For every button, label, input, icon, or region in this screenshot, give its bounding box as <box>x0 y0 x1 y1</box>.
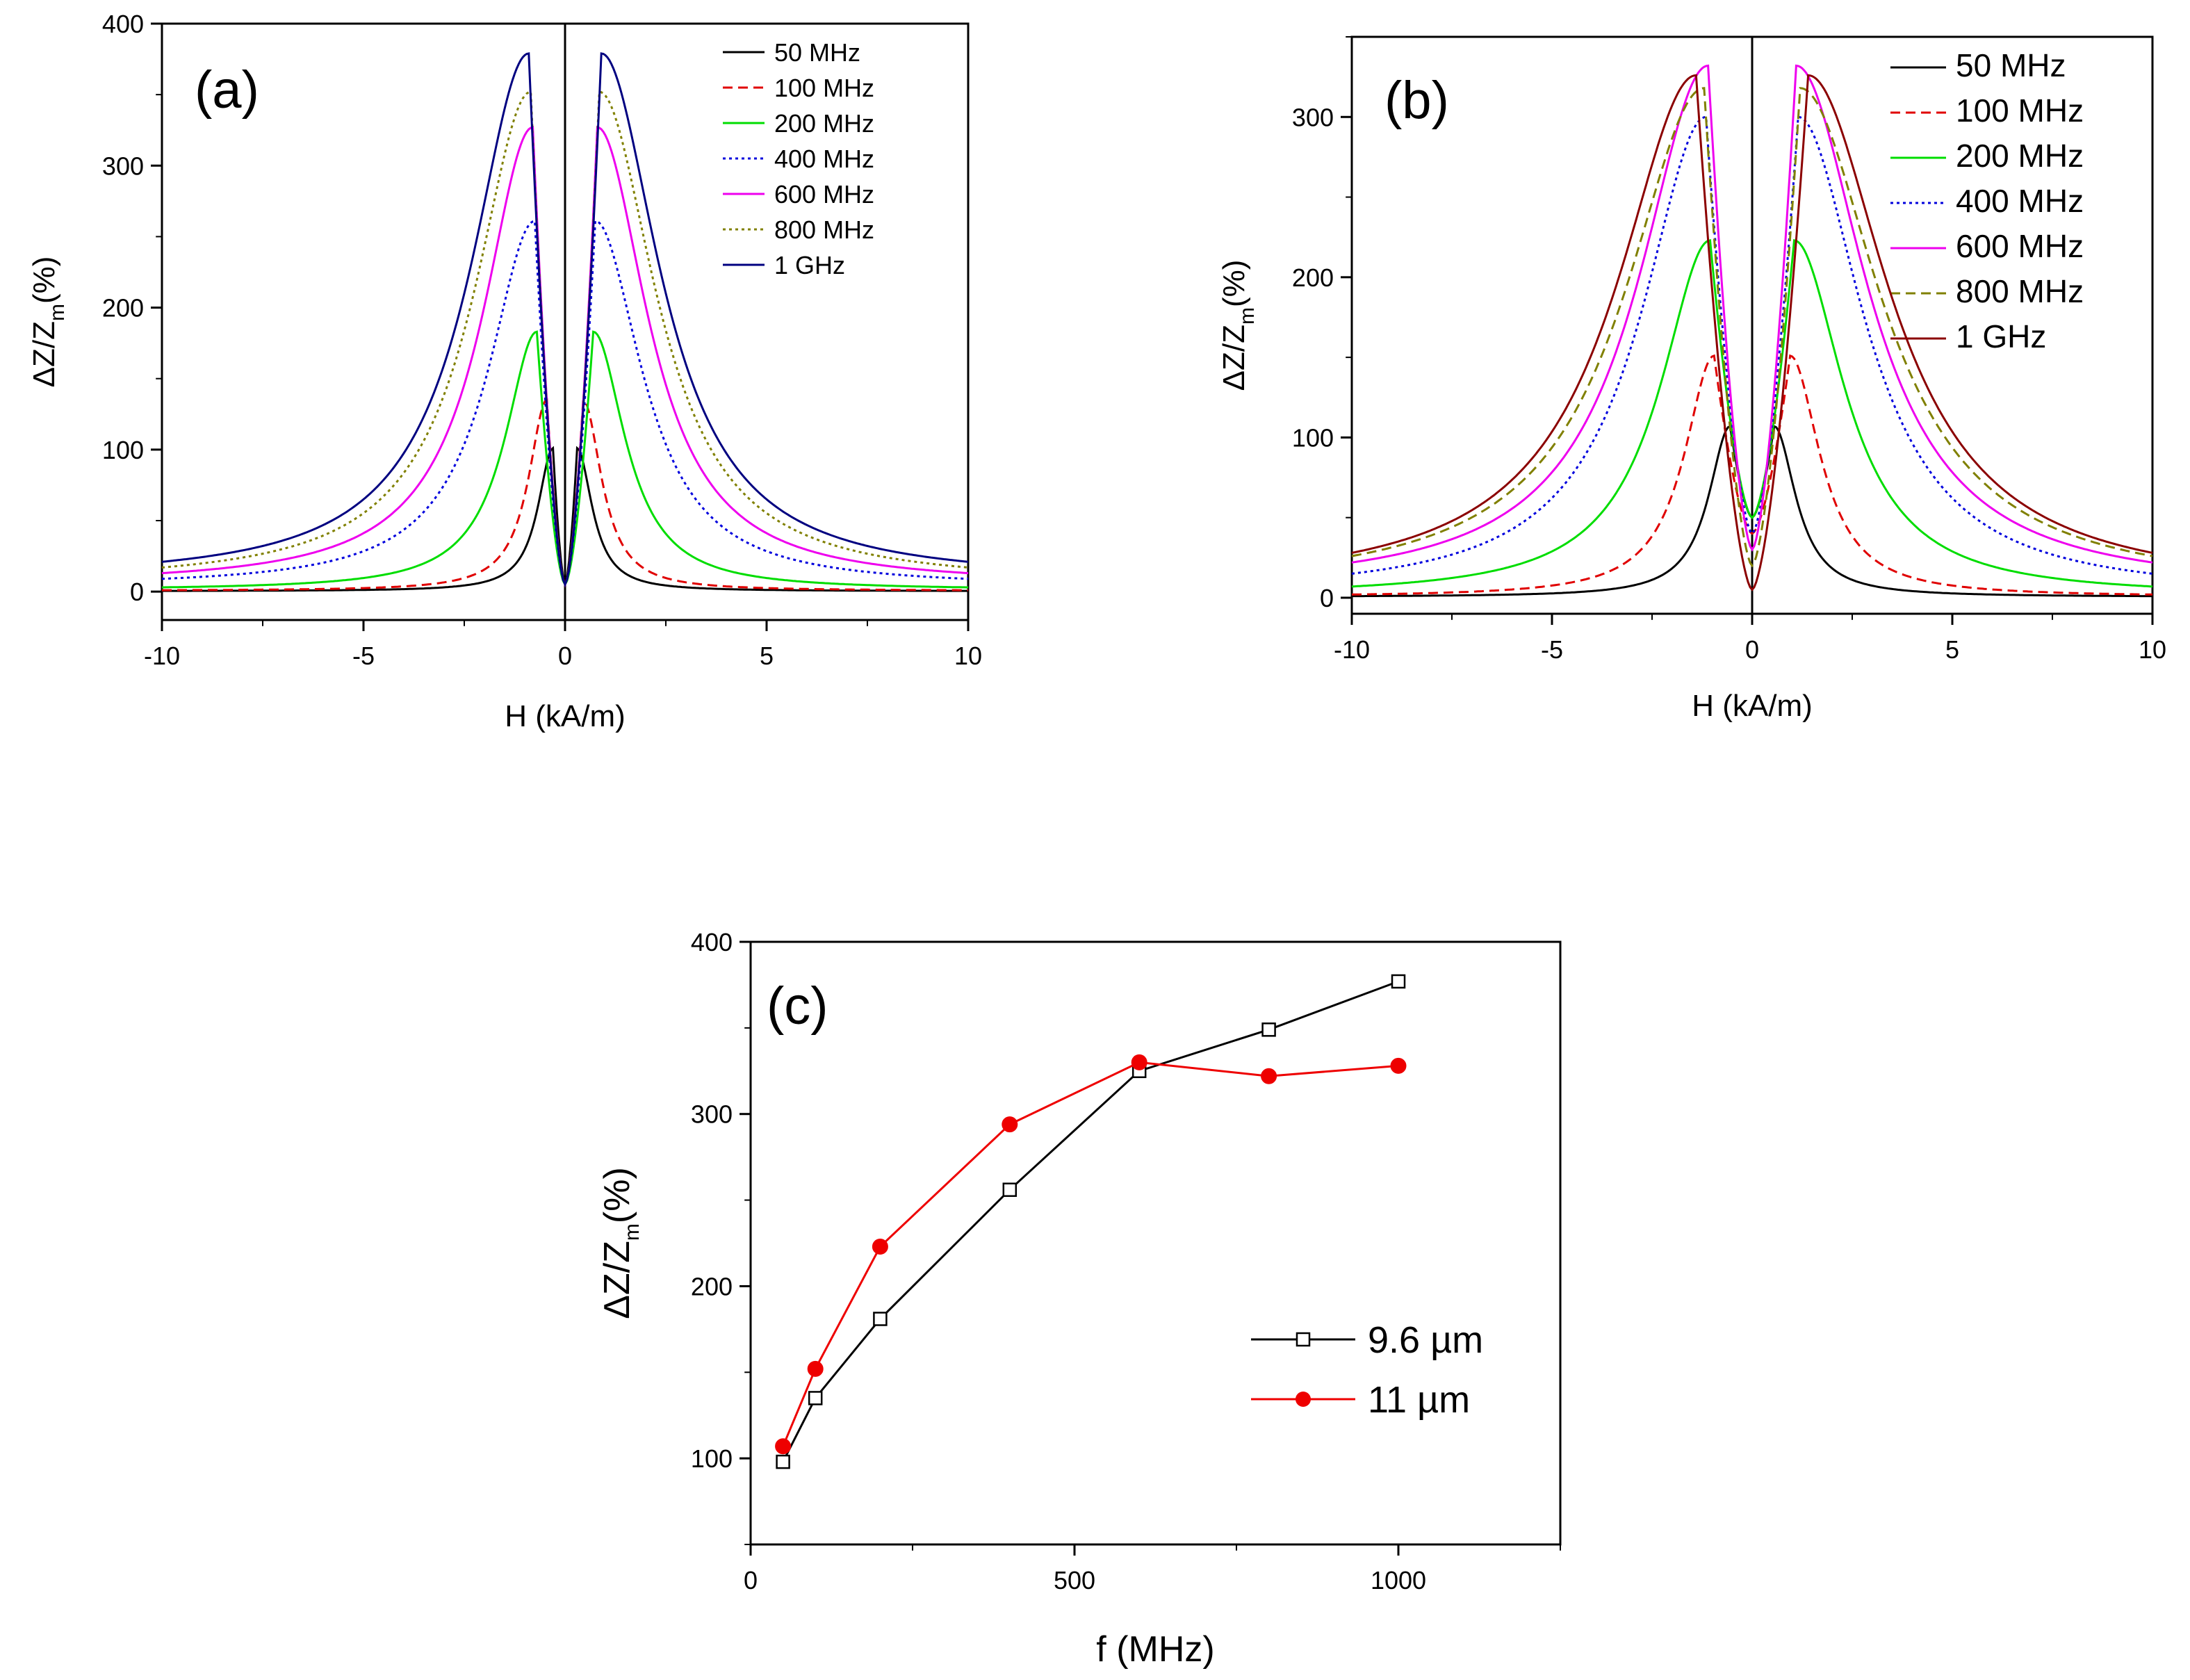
legend-label-b: 400 MHz <box>1956 183 2084 219</box>
panel-label-a: (a) <box>195 60 259 120</box>
series-line-b-2 <box>1351 238 2153 588</box>
data-point-c-0 <box>776 1454 790 1469</box>
data-point-c-0 <box>1261 1022 1276 1037</box>
x-tick-label-b: -5 <box>1541 635 1563 664</box>
x-axis-label-b: H (kA/m) <box>1692 689 1813 723</box>
data-point-c-1 <box>1261 1068 1277 1084</box>
data-point-c-0 <box>1002 1182 1018 1197</box>
legend-label-a: 100 MHz <box>774 74 874 102</box>
y-tick-label-a: 200 <box>102 294 144 323</box>
y-tick-label-a: 0 <box>130 578 144 606</box>
y-tick-label-b: 0 <box>1320 584 1334 612</box>
plot-frame-c <box>749 940 1562 1546</box>
legend-label-b: 50 MHz <box>1956 47 2066 83</box>
series-line-b-6 <box>1351 74 2153 592</box>
legend-label-a: 400 MHz <box>774 145 874 173</box>
data-point-c-1 <box>1131 1054 1147 1070</box>
x-tick-label-b: -10 <box>1334 635 1370 664</box>
data-point-c-0 <box>1391 974 1406 989</box>
y-axis-label-a: ΔZ/Zm(%) <box>27 256 69 388</box>
legend-label-b: 1 GHz <box>1956 318 2046 354</box>
x-tick-label-b: 5 <box>1945 635 1959 664</box>
series-line-b-4 <box>1351 64 2153 564</box>
data-point-c-1 <box>775 1438 792 1455</box>
y-tick-label-c: 100 <box>691 1444 733 1473</box>
legend-label-a: 1 GHz <box>774 251 845 279</box>
chart-c: 0 500 1000 100 200 300 400 (c) f (MHz) ΔZ/Zm(%) 9.… <box>597 928 1562 1670</box>
data-point-c-1 <box>872 1238 888 1255</box>
x-axis-label-a: H (kA/m) <box>505 699 626 733</box>
data-point-c-0 <box>808 1391 823 1405</box>
x-tick-label-c: 500 <box>1054 1566 1095 1595</box>
panel-label-b: (b) <box>1384 71 1449 130</box>
legend-label-a: 600 MHz <box>774 180 874 209</box>
y-axis-label-sub: m <box>621 1223 644 1241</box>
y-axis-label-tail: (%) <box>597 1167 637 1223</box>
series-line-b-1 <box>1352 354 2152 596</box>
y-tick-label-c: 300 <box>691 1100 733 1129</box>
series-line-c-0 <box>782 980 1399 1462</box>
series-line-c-1 <box>782 1061 1399 1447</box>
panel-label-c: (c) <box>767 977 828 1036</box>
legend-label-b: 200 MHz <box>1956 138 2084 174</box>
y-tick-label-a: 300 <box>102 152 144 180</box>
y-axis-label-tail: (%) <box>1217 260 1251 307</box>
data-point-c-1 <box>807 1360 824 1377</box>
y-tick-label-c: 400 <box>691 928 733 956</box>
legend-label-a: 50 MHz <box>774 38 860 67</box>
y-tick-label-a: 400 <box>102 10 144 38</box>
y-tick-label-b: 100 <box>1292 423 1334 452</box>
x-tick-label-a: -5 <box>352 642 375 670</box>
legend-label-a: 800 MHz <box>774 215 874 244</box>
x-tick-label-c: 0 <box>744 1566 758 1595</box>
legend-marker-c <box>1296 1392 1311 1407</box>
x-tick-label-a: -10 <box>144 642 180 670</box>
legend-marker-c <box>1296 1332 1311 1347</box>
data-point-c-0 <box>873 1312 888 1326</box>
x-axis-label-c: f (MHz) <box>1096 1629 1214 1670</box>
legend-label-b: 100 MHz <box>1956 92 2084 129</box>
series-line-a-6 <box>161 52 969 588</box>
legend-label-a: 200 MHz <box>774 109 874 138</box>
y-axis-label-sub: m <box>1236 307 1259 325</box>
data-point-c-1 <box>1390 1057 1407 1074</box>
y-axis-label-b: ΔZ/Zm(%) <box>1217 260 1259 391</box>
x-tick-label-a: 10 <box>954 642 982 670</box>
y-axis-label-c: ΔZ/Zm(%) <box>597 1167 644 1319</box>
data-point-c-1 <box>1002 1116 1018 1133</box>
legend-label-c: 9.6 µm <box>1368 1319 1483 1361</box>
legend-label-b: 600 MHz <box>1956 228 2084 264</box>
y-tick-label-c: 200 <box>691 1272 733 1300</box>
legend-label-b: 800 MHz <box>1956 273 2084 309</box>
x-tick-label-c: 1000 <box>1371 1566 1426 1595</box>
y-axis-label-main: ΔZ/Z <box>1217 325 1251 391</box>
y-tick-label-a: 100 <box>102 436 144 464</box>
y-axis-label-tail: (%) <box>27 256 61 304</box>
legend-label-c: 11 µm <box>1368 1379 1470 1421</box>
x-tick-label-b: 10 <box>2139 635 2166 664</box>
x-tick-label-b: 0 <box>1745 635 1759 664</box>
x-tick-label-a: 5 <box>760 642 774 670</box>
y-tick-label-b: 300 <box>1292 103 1334 131</box>
y-axis-label-main: ΔZ/Z <box>27 321 61 387</box>
y-axis-label-main: ΔZ/Z <box>597 1241 637 1319</box>
x-tick-label-a: 0 <box>558 642 572 670</box>
series-line-b-5 <box>1351 87 2153 568</box>
y-axis-label-sub: m <box>46 304 69 321</box>
y-tick-label-b: 200 <box>1292 263 1334 292</box>
